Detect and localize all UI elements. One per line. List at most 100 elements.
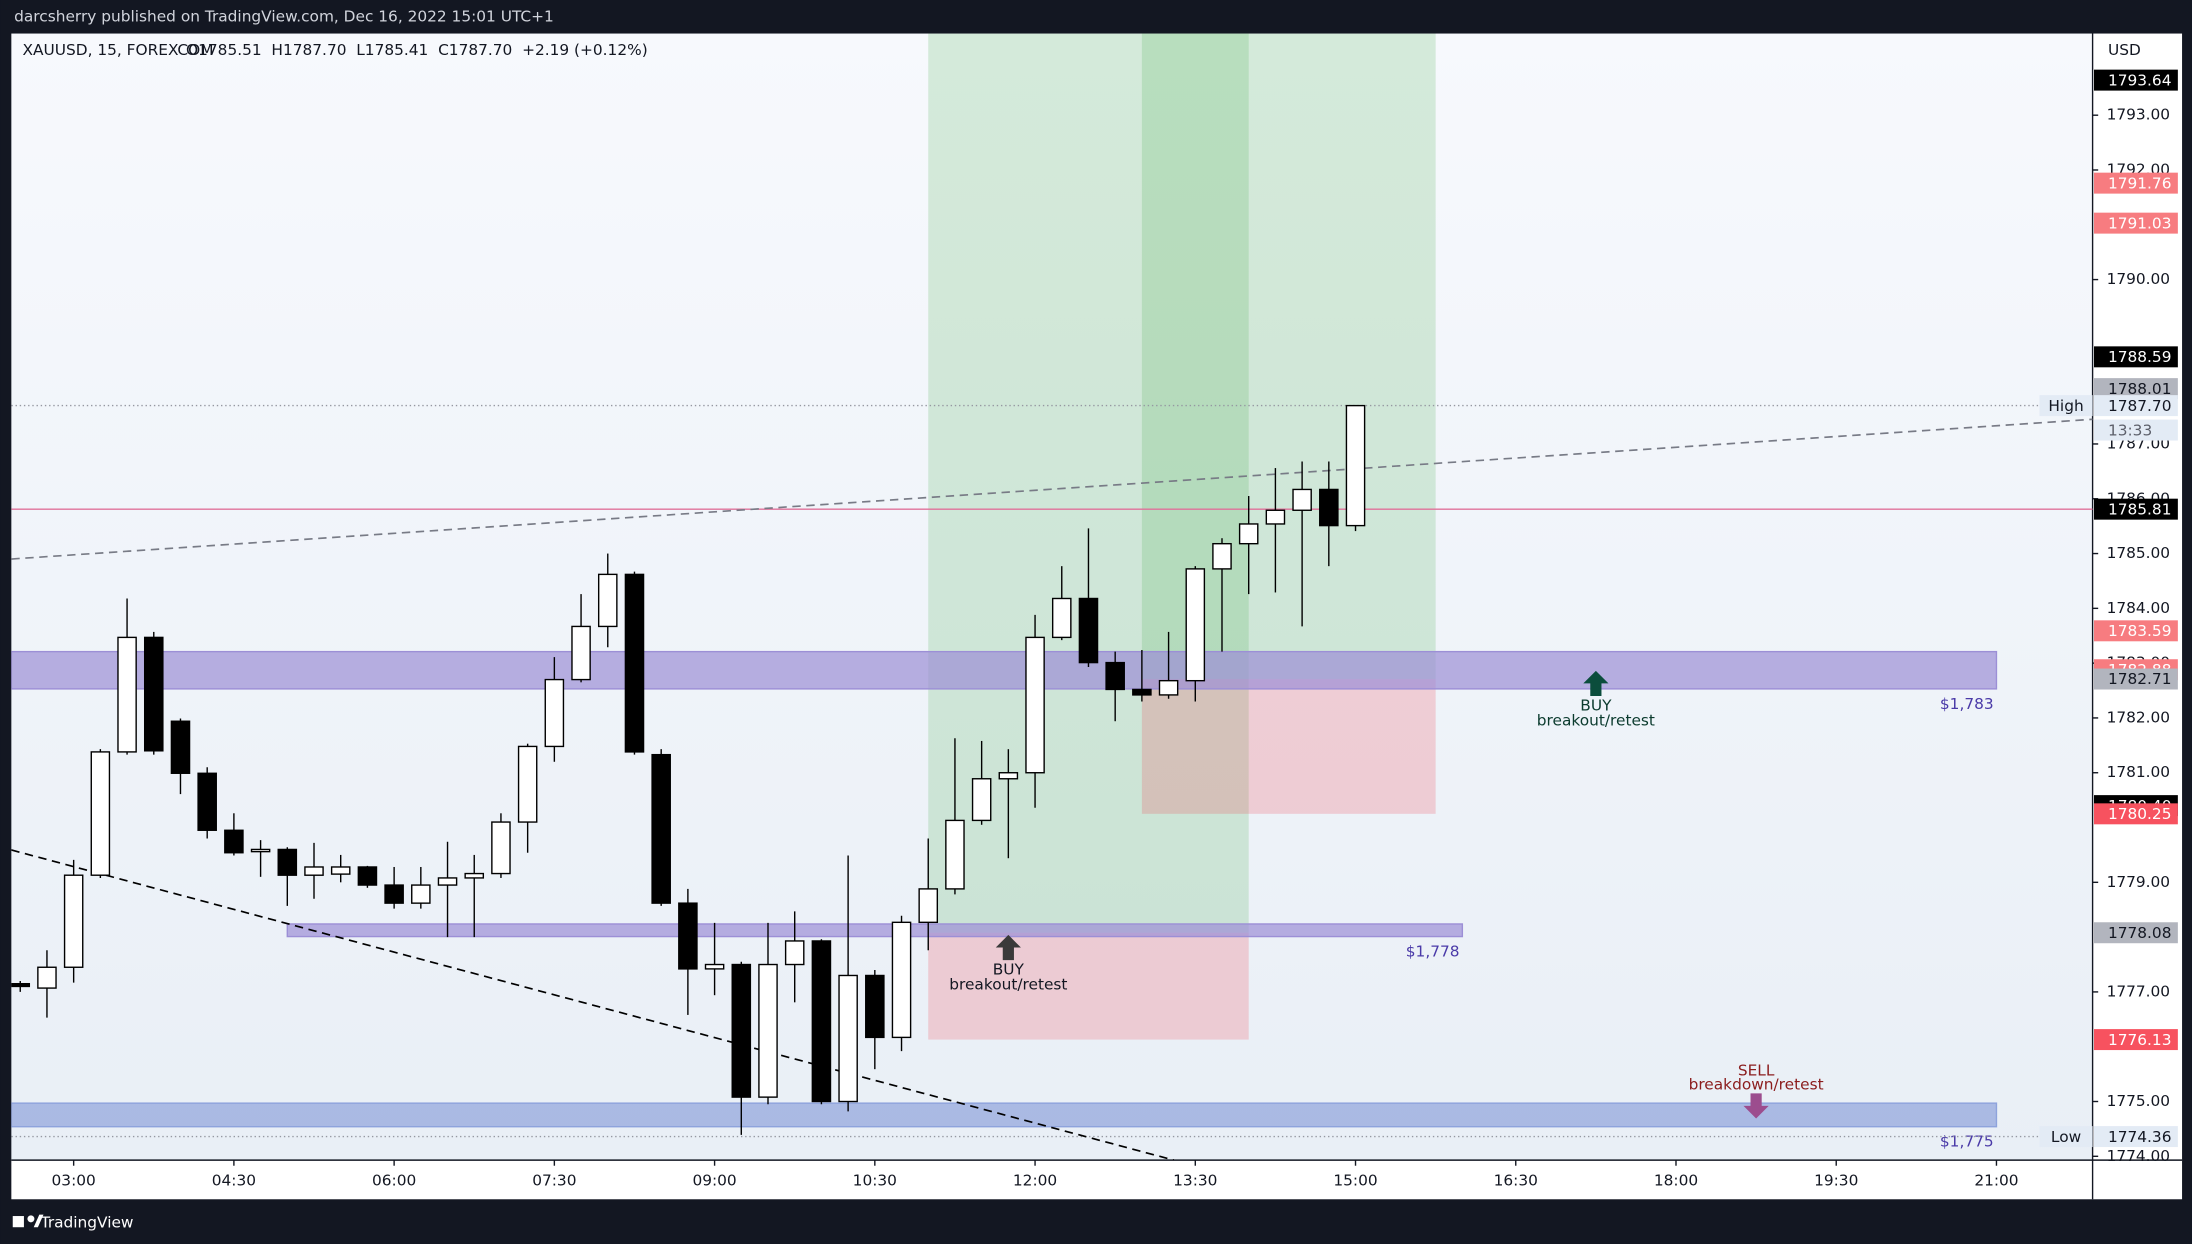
zone-label: $1,778 xyxy=(1406,942,1460,960)
price-badge-label: 1783.59 xyxy=(2108,622,2172,640)
candle-body xyxy=(597,573,618,628)
candle-body xyxy=(1185,568,1206,682)
price-badge-label: 1785.81 xyxy=(2108,500,2172,518)
candle-body xyxy=(517,745,538,823)
publisher: darcsherry published on TradingView.com,… xyxy=(14,7,554,25)
candle-body xyxy=(491,821,511,875)
y-tick-label: 1784.00 xyxy=(2107,599,2171,617)
currency: USD xyxy=(2108,41,2141,59)
zone xyxy=(11,650,1998,690)
price-badge-label: 1776.13 xyxy=(2108,1031,2172,1049)
y-tick-label: 1779.00 xyxy=(2107,873,2171,891)
candle-body xyxy=(304,866,324,876)
tag-label: High xyxy=(2048,397,2083,415)
price-badge xyxy=(2093,498,2178,520)
x-tick-label: 03:00 xyxy=(52,1172,96,1190)
candle-body xyxy=(651,753,671,904)
candle-body xyxy=(37,966,57,989)
symbol: XAUUSD, 15, FOREXCOM xyxy=(23,41,214,59)
zone-label: $1,775 xyxy=(1940,1133,1994,1151)
zone-label: $1,783 xyxy=(1940,695,1994,713)
x-tick-label: 06:00 xyxy=(372,1172,416,1190)
price-badge-label: 1774.36 xyxy=(2108,1128,2172,1146)
price-badge-label: 1791.76 xyxy=(2108,174,2172,192)
annotation-text: SELL xyxy=(1738,1061,1775,1079)
price-badge xyxy=(2093,395,2178,417)
candle-body xyxy=(865,974,885,1039)
candle-body xyxy=(197,772,217,831)
candle-body xyxy=(250,848,271,853)
price-badge-label: 1788.59 xyxy=(2108,348,2172,366)
candle-body xyxy=(117,636,137,753)
x-tick-label: 19:30 xyxy=(1814,1172,1858,1190)
price-badge xyxy=(2093,346,2178,368)
plot-area xyxy=(11,33,2093,1161)
brand: TradingView xyxy=(40,1214,134,1232)
countdown-box xyxy=(2093,419,2178,441)
candle-body xyxy=(1292,488,1312,511)
annotation-text: BUY xyxy=(993,960,1025,978)
candle-body xyxy=(971,778,992,822)
x-tick-label: 21:00 xyxy=(1974,1172,2018,1190)
candle-body xyxy=(945,819,965,890)
y-tick-label: 1775.00 xyxy=(2107,1092,2171,1110)
candle-body xyxy=(998,772,1019,780)
candle-body xyxy=(1078,597,1099,664)
price-badge xyxy=(2093,668,2178,690)
trend-line xyxy=(11,849,1175,1161)
zone xyxy=(286,923,1464,938)
candle-body xyxy=(1345,404,1366,527)
x-tick-label: 13:30 xyxy=(1173,1172,1217,1190)
candle-body xyxy=(1105,661,1125,691)
annotation-text: breakout/retest xyxy=(1537,712,1655,730)
price-badge-label: 1778.08 xyxy=(2108,924,2172,942)
candle-body xyxy=(90,751,111,876)
price-badge xyxy=(2093,803,2178,825)
candle-body xyxy=(704,963,725,970)
candle-body xyxy=(1238,523,1259,545)
candle-body xyxy=(1212,542,1232,570)
arrow xyxy=(1743,1093,1769,1119)
candle-body xyxy=(11,982,31,988)
price-badge-label: 1782.71 xyxy=(2108,670,2172,688)
price-badge xyxy=(2093,922,2178,944)
x-tick-label: 12:00 xyxy=(1013,1172,1057,1190)
x-tick-label: 15:00 xyxy=(1333,1172,1377,1190)
candle-body xyxy=(1051,597,1072,639)
arrow xyxy=(1583,670,1609,696)
stop-zone xyxy=(1141,679,1436,814)
candle-body xyxy=(224,829,244,854)
candle-body xyxy=(891,921,912,1039)
price-badge xyxy=(2093,1126,2178,1148)
candle-body xyxy=(63,874,84,968)
annotation-text: breakdown/retest xyxy=(1689,1075,1824,1093)
x-tick-label: 04:30 xyxy=(212,1172,256,1190)
candle-body xyxy=(811,940,832,1103)
candle-body xyxy=(918,888,939,924)
y-tick-label: 1774.00 xyxy=(2107,1147,2171,1165)
tag-label: Low xyxy=(2051,1128,2081,1146)
candle-body xyxy=(384,884,404,904)
candle-body xyxy=(731,963,752,1098)
x-tick-label: 10:30 xyxy=(853,1172,897,1190)
price-badge xyxy=(2093,172,2178,194)
plot: $1,783$1,778$1,775BUYbreakout/retestBUYb… xyxy=(11,33,2093,1161)
candle-body xyxy=(143,636,164,752)
price-badge xyxy=(2093,212,2178,234)
countdown: 13:33 xyxy=(2108,421,2152,439)
y-tick-label: 1785.00 xyxy=(2107,544,2171,562)
y-tick-label: 1777.00 xyxy=(2107,982,2171,1000)
price-badge xyxy=(2093,69,2178,91)
candle-body xyxy=(1158,679,1179,696)
candle-body xyxy=(544,678,565,748)
logo xyxy=(12,1214,44,1228)
candle-body xyxy=(357,866,378,886)
candle-body xyxy=(758,963,778,1098)
price-badge xyxy=(2093,378,2178,400)
x-tick-label: 16:30 xyxy=(1494,1172,1538,1190)
price-badge-label: 1780.25 xyxy=(2108,805,2172,823)
time-axis xyxy=(11,1160,2093,1200)
candle-body xyxy=(1319,488,1339,527)
candle-body xyxy=(437,877,458,886)
